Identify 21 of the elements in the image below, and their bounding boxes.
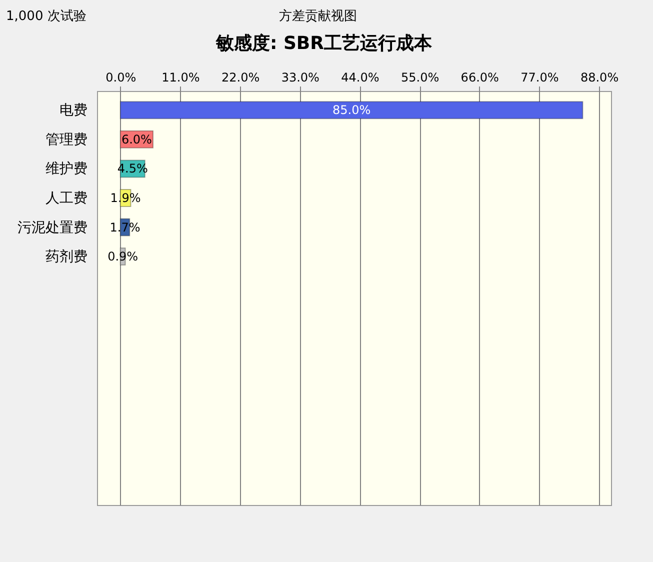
x-tick-label: 0.0% [106,70,136,84]
y-tick-label: 管理费 [46,132,88,148]
y-tick-label: 药剂费 [46,249,88,266]
data-label: 6.0% [121,132,152,146]
x-tick-label: 22.0% [221,70,260,84]
x-tick-label: 66.0% [460,70,499,84]
bar [120,101,584,120]
y-tick-label: 污泥处置费 [18,220,88,236]
x-tick-label: 11.0% [162,70,200,84]
y-tick-label: 电费 [60,102,88,119]
chart-title: 敏感度: SBR工艺运行成本 [214,33,433,54]
text: 方差贡献视图 [279,8,357,24]
y-tick-label: 维护费 [46,161,88,178]
text: 1,000 次试验 [6,9,86,24]
x-tick-label: 77.0% [520,70,559,84]
x-tick-label: 88.0% [580,70,619,84]
x-tick-label: 44.0% [341,70,380,84]
x-tick-label: 33.0% [281,70,320,84]
x-tick-label: 55.0% [400,70,440,84]
data-label: 85.0% [332,103,371,118]
y-tick-label: 人工费 [46,190,88,206]
